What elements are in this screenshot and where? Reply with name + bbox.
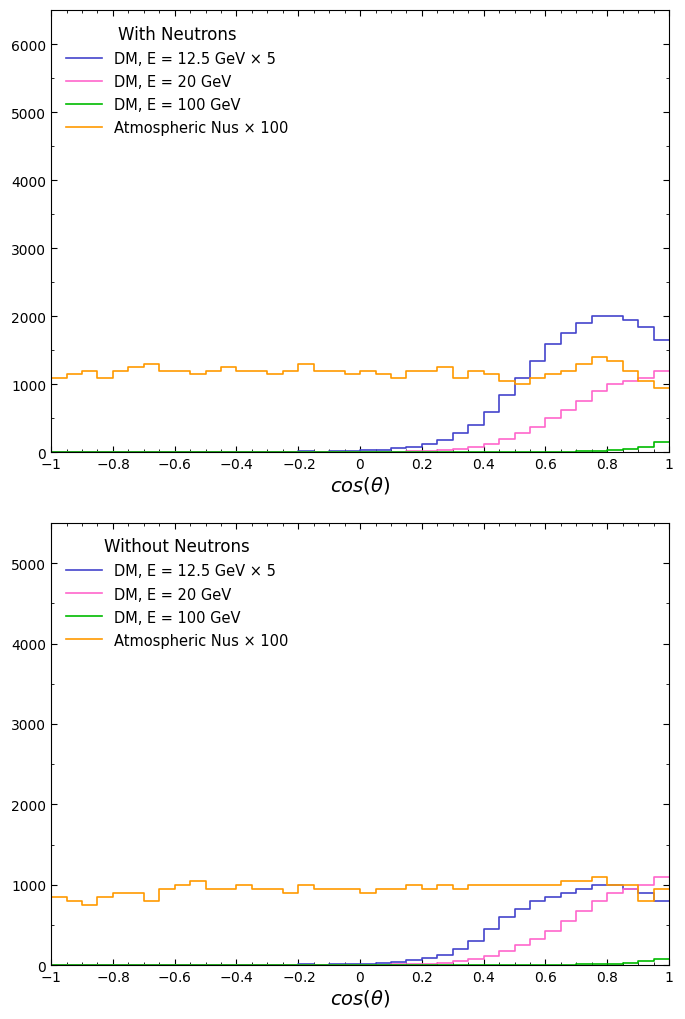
Atmospheric Nus × 100 <box>418 366 426 378</box>
DM, E = 12.5 GeV × 5 <box>665 334 673 346</box>
DM, E = 20 GeV <box>603 386 612 398</box>
DM, E = 20 GeV <box>418 958 426 970</box>
Line: DM, E = 20 GeV: DM, E = 20 GeV <box>51 877 669 965</box>
DM, E = 20 GeV <box>649 871 658 883</box>
DM, E = 20 GeV <box>433 958 441 970</box>
DM, E = 12.5 GeV × 5 <box>449 944 457 956</box>
DM, E = 100 GeV <box>449 959 457 971</box>
DM, E = 12.5 GeV × 5 <box>603 878 612 891</box>
DM, E = 12.5 GeV × 5 <box>62 959 71 971</box>
Atmospheric Nus × 100 <box>47 891 55 903</box>
DM, E = 12.5 GeV × 5 <box>449 428 457 440</box>
Line: DM, E = 20 GeV: DM, E = 20 GeV <box>51 372 669 453</box>
DM, E = 100 GeV <box>588 958 596 970</box>
DM, E = 12.5 GeV × 5 <box>62 446 71 459</box>
Atmospheric Nus × 100 <box>479 878 488 891</box>
DM, E = 100 GeV <box>325 447 334 460</box>
DM, E = 12.5 GeV × 5 <box>325 959 334 971</box>
DM, E = 100 GeV <box>325 959 334 971</box>
DM, E = 100 GeV <box>649 953 658 965</box>
DM, E = 20 GeV <box>62 447 71 460</box>
DM, E = 20 GeV <box>649 366 658 378</box>
Legend: DM, E = 12.5 GeV × 5, DM, E = 20 GeV, DM, E = 100 GeV, Atmospheric Nus × 100: DM, E = 12.5 GeV × 5, DM, E = 20 GeV, DM… <box>58 18 295 143</box>
X-axis label: $cos(\theta)$: $cos(\theta)$ <box>330 987 390 1008</box>
DM, E = 20 GeV <box>665 871 673 883</box>
DM, E = 12.5 GeV × 5 <box>665 895 673 907</box>
Line: Atmospheric Nus × 100: Atmospheric Nus × 100 <box>51 877 669 905</box>
DM, E = 12.5 GeV × 5 <box>588 311 596 323</box>
Line: DM, E = 100 GeV: DM, E = 100 GeV <box>51 959 669 965</box>
DM, E = 100 GeV <box>449 447 457 460</box>
Line: DM, E = 100 GeV: DM, E = 100 GeV <box>51 443 669 453</box>
Atmospheric Nus × 100 <box>464 366 473 378</box>
DM, E = 100 GeV <box>47 447 55 460</box>
Atmospheric Nus × 100 <box>418 366 426 378</box>
Atmospheric Nus × 100 <box>78 899 86 911</box>
DM, E = 20 GeV <box>665 366 673 378</box>
Atmospheric Nus × 100 <box>588 352 596 364</box>
DM, E = 20 GeV <box>325 959 334 971</box>
Atmospheric Nus × 100 <box>433 882 441 895</box>
Atmospheric Nus × 100 <box>665 882 673 895</box>
DM, E = 100 GeV <box>665 953 673 965</box>
DM, E = 20 GeV <box>47 959 55 971</box>
DM, E = 12.5 GeV × 5 <box>433 439 441 451</box>
DM, E = 12.5 GeV × 5 <box>418 439 426 451</box>
DM, E = 20 GeV <box>325 446 334 459</box>
DM, E = 100 GeV <box>418 959 426 971</box>
DM, E = 100 GeV <box>47 959 55 971</box>
Atmospheric Nus × 100 <box>47 372 55 384</box>
DM, E = 12.5 GeV × 5 <box>433 952 441 964</box>
DM, E = 100 GeV <box>588 445 596 458</box>
DM, E = 12.5 GeV × 5 <box>325 446 334 459</box>
DM, E = 100 GeV <box>649 437 658 449</box>
Atmospheric Nus × 100 <box>588 871 596 883</box>
DM, E = 12.5 GeV × 5 <box>588 878 596 891</box>
Atmospheric Nus × 100 <box>603 878 612 891</box>
Atmospheric Nus × 100 <box>649 382 658 394</box>
Atmospheric Nus × 100 <box>449 882 457 895</box>
DM, E = 100 GeV <box>418 959 426 971</box>
X-axis label: $cos(\theta)$: $cos(\theta)$ <box>330 475 390 495</box>
Atmospheric Nus × 100 <box>603 352 612 364</box>
DM, E = 12.5 GeV × 5 <box>479 935 488 948</box>
Atmospheric Nus × 100 <box>418 882 426 895</box>
DM, E = 20 GeV <box>47 446 55 459</box>
DM, E = 100 GeV <box>464 447 473 460</box>
DM, E = 12.5 GeV × 5 <box>418 952 426 964</box>
Legend: DM, E = 12.5 GeV × 5, DM, E = 20 GeV, DM, E = 100 GeV, Atmospheric Nus × 100: DM, E = 12.5 GeV × 5, DM, E = 20 GeV, DM… <box>58 531 295 655</box>
DM, E = 100 GeV <box>464 959 473 971</box>
Atmospheric Nus × 100 <box>665 382 673 394</box>
DM, E = 12.5 GeV × 5 <box>47 446 55 459</box>
DM, E = 12.5 GeV × 5 <box>479 420 488 432</box>
Line: DM, E = 12.5 GeV × 5: DM, E = 12.5 GeV × 5 <box>51 317 669 452</box>
DM, E = 100 GeV <box>665 437 673 449</box>
DM, E = 100 GeV <box>418 447 426 460</box>
DM, E = 20 GeV <box>449 955 457 967</box>
Line: DM, E = 12.5 GeV × 5: DM, E = 12.5 GeV × 5 <box>51 884 669 965</box>
Atmospheric Nus × 100 <box>449 362 457 374</box>
Atmospheric Nus × 100 <box>325 882 334 895</box>
Line: Atmospheric Nus × 100: Atmospheric Nus × 100 <box>51 358 669 388</box>
DM, E = 12.5 GeV × 5 <box>47 959 55 971</box>
DM, E = 20 GeV <box>62 959 71 971</box>
DM, E = 100 GeV <box>418 447 426 460</box>
DM, E = 20 GeV <box>479 441 488 453</box>
DM, E = 20 GeV <box>433 445 441 458</box>
DM, E = 20 GeV <box>449 443 457 455</box>
DM, E = 20 GeV <box>479 953 488 965</box>
DM, E = 20 GeV <box>418 445 426 458</box>
DM, E = 20 GeV <box>603 895 612 907</box>
Atmospheric Nus × 100 <box>325 366 334 378</box>
DM, E = 12.5 GeV × 5 <box>603 311 612 323</box>
